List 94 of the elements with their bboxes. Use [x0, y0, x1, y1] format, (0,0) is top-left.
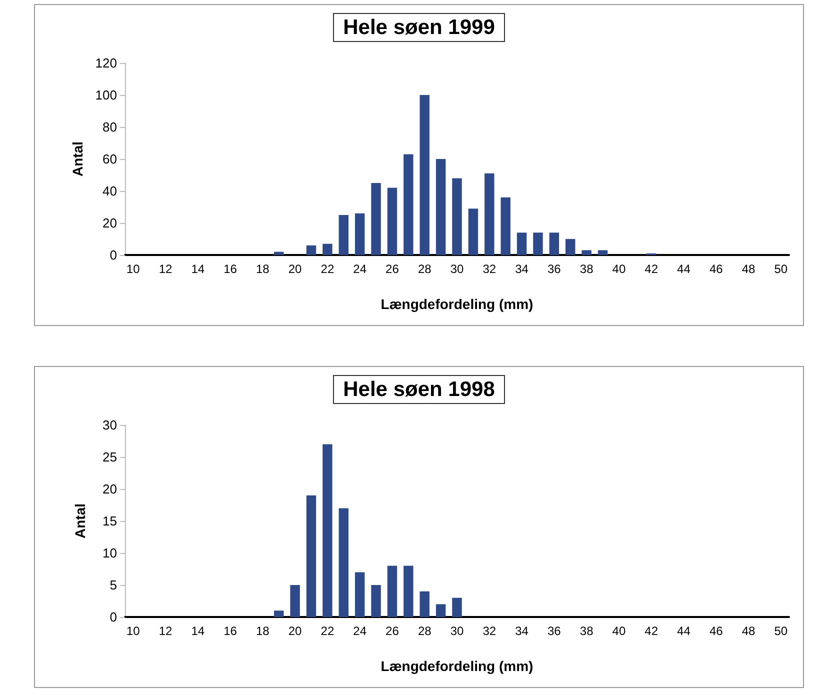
x-tick-label: 40 [612, 262, 626, 276]
bar [338, 215, 348, 255]
y-tick-label: 15 [102, 514, 117, 528]
x-tick-label: 30 [450, 262, 464, 276]
x-tick-label: 36 [547, 262, 562, 276]
x-tick-label: 42 [644, 624, 658, 638]
bar [533, 232, 543, 255]
x-tick-label: 10 [126, 624, 140, 638]
x-tick-label: 48 [742, 262, 756, 276]
bar [274, 610, 284, 617]
x-tick-label: 50 [774, 262, 788, 276]
x-tick-label: 22 [320, 624, 334, 638]
x-tick-label: 26 [386, 624, 400, 638]
y-tick-label: 5 [110, 578, 117, 592]
bar [500, 197, 510, 255]
x-tick-label: 28 [418, 262, 432, 276]
bar [582, 250, 592, 255]
x-tick-label: 30 [450, 624, 464, 638]
x-tick-label: 48 [742, 624, 756, 638]
y-tick-label: 30 [102, 418, 117, 432]
bar [598, 250, 608, 255]
chart-title: Hele søen 1998 [343, 378, 496, 401]
bar [452, 178, 462, 255]
x-tick-label: 22 [320, 262, 334, 276]
bar [306, 495, 316, 617]
x-tick-label: 14 [191, 262, 205, 276]
bar [436, 604, 446, 617]
x-tick-label: 12 [158, 262, 172, 276]
x-axis-title: Længdefordeling (mm) [380, 658, 534, 674]
x-tick-label: 36 [547, 624, 562, 638]
bar [566, 239, 576, 255]
bar [404, 566, 414, 617]
x-tick-label: 44 [677, 262, 691, 276]
y-tick-label: 25 [102, 450, 117, 464]
x-tick-label: 34 [515, 624, 529, 638]
y-tick-label: 20 [102, 216, 117, 230]
x-tick-label: 40 [612, 624, 626, 638]
y-tick-label: 0 [110, 610, 117, 624]
bar [387, 566, 398, 617]
x-tick-label: 10 [126, 262, 140, 276]
y-axis-title: Antal [69, 142, 86, 176]
bar [484, 173, 494, 255]
x-tick-label: 18 [256, 624, 270, 638]
y-tick-label: 80 [102, 120, 117, 134]
x-tick-label: 46 [709, 624, 724, 638]
x-tick-label: 20 [288, 262, 302, 276]
y-tick-label: 0 [110, 248, 117, 262]
x-tick-label: 24 [353, 262, 367, 276]
x-tick-label: 28 [418, 624, 432, 638]
bar [338, 508, 348, 617]
bar [420, 591, 430, 617]
bar [371, 585, 381, 617]
y-tick-label: 20 [102, 482, 117, 496]
x-tick-label: 26 [386, 262, 400, 276]
y-tick-label: 120 [95, 56, 117, 70]
x-tick-label: 14 [191, 624, 205, 638]
x-tick-label: 32 [482, 262, 496, 276]
y-tick-label: 10 [102, 546, 117, 560]
x-tick-label: 12 [158, 624, 172, 638]
bar [549, 232, 560, 255]
x-tick-label: 16 [224, 262, 238, 276]
bar [387, 188, 398, 255]
y-tick-label: 60 [102, 152, 117, 166]
bar [322, 444, 332, 617]
x-tick-label: 50 [774, 624, 788, 638]
x-tick-label: 20 [288, 624, 302, 638]
bar [274, 252, 284, 255]
x-tick-label: 46 [709, 262, 724, 276]
bar [468, 208, 478, 255]
y-tick-label: 40 [102, 184, 117, 198]
y-tick-label: 100 [95, 88, 117, 102]
x-tick-label: 44 [677, 624, 691, 638]
bar [516, 232, 527, 255]
x-tick-label: 38 [580, 262, 594, 276]
bar [371, 183, 381, 255]
bar [436, 159, 446, 255]
bar [306, 245, 316, 255]
chart-title: Hele søen 1999 [343, 16, 495, 39]
bar [290, 585, 300, 617]
x-tick-label: 42 [644, 262, 658, 276]
y-axis-title: Antal [72, 504, 88, 538]
bar [354, 572, 365, 617]
x-tick-label: 32 [482, 624, 496, 638]
bar [420, 95, 430, 255]
x-tick-label: 38 [580, 624, 594, 638]
x-tick-label: 16 [224, 624, 238, 638]
x-axis-title: Længdefordeling (mm) [380, 296, 534, 312]
bar [404, 154, 414, 255]
x-tick-label: 24 [353, 624, 367, 638]
bar [452, 598, 462, 617]
bar [354, 213, 365, 255]
bar [322, 244, 332, 255]
x-tick-label: 18 [256, 262, 270, 276]
x-tick-label: 34 [515, 262, 529, 276]
